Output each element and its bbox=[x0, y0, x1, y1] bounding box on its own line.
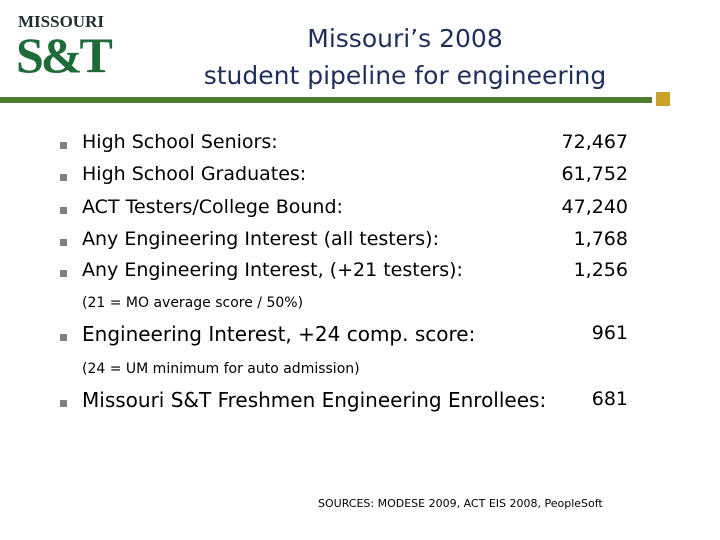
bullet bbox=[60, 142, 67, 149]
bullet bbox=[60, 174, 67, 181]
note: (24 = UM minimum for auto admission) bbox=[82, 361, 360, 377]
item-label: High School Graduates: bbox=[82, 163, 307, 185]
sources: SOURCES: MODESE 2009, ACT EIS 2008, Peop… bbox=[318, 497, 603, 510]
item-value: 61,752 bbox=[561, 163, 628, 185]
bullet bbox=[60, 207, 67, 214]
title-line: student pipeline for engineering bbox=[203, 61, 607, 90]
bullet bbox=[60, 400, 67, 407]
item-value: 47,240 bbox=[561, 196, 628, 218]
item-label: ACT Testers/College Bound: bbox=[82, 196, 343, 218]
item-value: 1,768 bbox=[573, 228, 628, 250]
item-label: Engineering Interest, +24 comp. score: bbox=[82, 322, 476, 346]
bullet bbox=[60, 334, 67, 341]
divider-accent bbox=[656, 92, 670, 106]
logo-main: S&T bbox=[16, 27, 113, 83]
divider-bar bbox=[0, 97, 652, 103]
note: (21 = MO average score / 50%) bbox=[82, 295, 304, 311]
bullet bbox=[60, 270, 67, 277]
item-value: 681 bbox=[591, 388, 628, 410]
item-value: 72,467 bbox=[561, 131, 628, 153]
item-label: High School Seniors: bbox=[82, 131, 278, 153]
item-label: Any Engineering Interest, (+21 testers): bbox=[82, 259, 463, 281]
item-value: 961 bbox=[591, 322, 628, 344]
logo-top: MISSOURI bbox=[18, 12, 104, 31]
item-value: 1,256 bbox=[573, 259, 628, 281]
title-line: Missouri’s 2008 bbox=[307, 24, 503, 53]
bullet bbox=[60, 239, 67, 246]
item-label: Missouri S&T Freshmen Engineering Enroll… bbox=[82, 388, 547, 412]
item-label: Any Engineering Interest (all testers): bbox=[82, 228, 439, 250]
